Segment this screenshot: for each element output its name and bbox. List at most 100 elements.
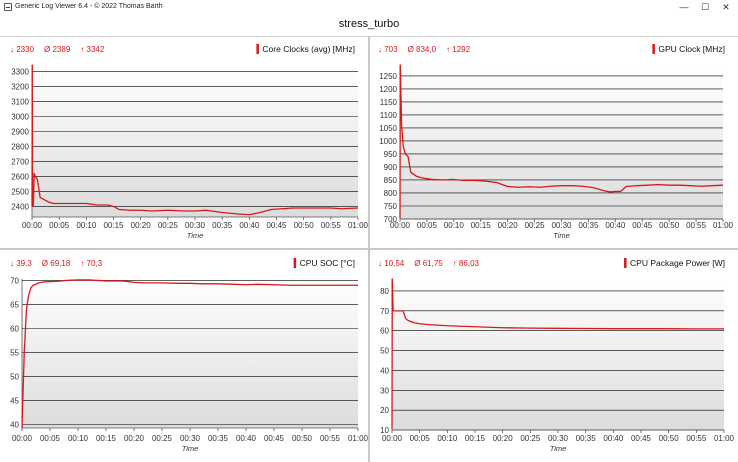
cpu-soc-y-tick-label: 45 xyxy=(10,397,19,406)
horizontal-divider xyxy=(0,248,738,250)
cpu-soc-x-tick-label: 01:00 xyxy=(348,434,369,443)
cpu-package-power-x-tick-label: 00:55 xyxy=(686,434,707,443)
gpu-clock-x-tick-label: 00:50 xyxy=(659,221,680,230)
gpu-clock-y-tick-label: 1150 xyxy=(380,98,398,107)
core-clocks-x-tick-label: 00:10 xyxy=(76,221,97,230)
core-clocks-x-tick-label: 00:45 xyxy=(266,221,287,230)
core-clocks-stat-max: ↑ 3342 xyxy=(80,45,105,54)
core-clocks-stats: ↓ 2330 Ø 2389 ↑ 3342 xyxy=(10,45,105,54)
cpu-package-power-x-tick-label: 00:05 xyxy=(410,434,431,443)
cpu-soc-stat-avg: Ø 69,18 xyxy=(42,259,71,268)
cpu-soc-plot-area xyxy=(22,279,358,428)
gpu-clock-x-tick-label: 00:05 xyxy=(417,221,438,230)
cpu-soc-x-tick-label: 00:00 xyxy=(12,434,33,443)
core-clocks-x-tick-label: 00:55 xyxy=(321,221,342,230)
gpu-clock-y-tick-label: 1000 xyxy=(379,137,397,146)
core-clocks-x-tick-label: 00:30 xyxy=(185,221,206,230)
page-title: stress_turbo xyxy=(338,18,400,30)
cpu-package-power-y-tick-label: 50 xyxy=(380,347,389,356)
cpu-soc-x-tick-label: 00:40 xyxy=(236,434,257,443)
cpu-soc-x-tick-label: 00:30 xyxy=(180,434,201,443)
gpu-clock-stats: ↓ 703 Ø 834,0 ↑ 1292 xyxy=(378,45,471,54)
gpu-clock-x-tick-label: 00:45 xyxy=(632,221,653,230)
cpu-package-power-y-tick-label: 10 xyxy=(380,426,389,435)
core-clocks-legend-label: Core Clocks (avg) [MHz] xyxy=(262,44,355,54)
gpu-clock-legend-label: GPU Clock [MHz] xyxy=(658,44,725,54)
core-clocks-y-tick-label: 2500 xyxy=(11,187,29,196)
cpu-soc-stat-min: ↓ 39,3 xyxy=(10,259,32,268)
core-clocks-y-tick-label: 2400 xyxy=(11,202,29,211)
cpu-soc-legend-swatch xyxy=(293,258,297,268)
gpu-clock-stat-avg: Ø 834,0 xyxy=(408,45,437,54)
cpu-package-power-x-tick-label: 00:35 xyxy=(576,434,597,443)
gpu-clock-y-tick-label: 1200 xyxy=(379,85,397,94)
gpu-clock-y-tick-label: 850 xyxy=(384,176,398,185)
core-clocks-x-tick-label: 00:05 xyxy=(49,221,70,230)
cpu-soc-y-tick-label: 40 xyxy=(10,421,19,430)
cpu-package-power-x-tick-label: 01:00 xyxy=(714,434,735,443)
cpu-package-power-x-tick-label: 00:40 xyxy=(603,434,624,443)
cpu-package-power-stats: ↓ 10,54 Ø 61,75 ↑ 86,03 xyxy=(378,259,480,268)
gpu-clock-x-tick-label: 00:40 xyxy=(605,221,626,230)
core-clocks-x-axis-label: Time xyxy=(187,231,204,240)
gpu-clock-x-tick-label: 00:20 xyxy=(498,221,519,230)
gpu-clock-legend-swatch xyxy=(652,44,655,54)
title-divider xyxy=(0,36,738,37)
core-clocks-y-tick-label: 3300 xyxy=(11,67,29,76)
cpu-soc-x-tick-label: 00:50 xyxy=(292,434,313,443)
cpu-soc-stats: ↓ 39,3 Ø 69,18 ↑ 70,3 xyxy=(10,259,103,268)
core-clocks-y-tick-label: 2800 xyxy=(11,142,29,151)
core-clocks-legend-swatch xyxy=(256,44,259,54)
cpu-package-power-x-tick-label: 00:10 xyxy=(437,434,458,443)
app-icon xyxy=(4,3,12,11)
core-clocks-x-tick-label: 00:50 xyxy=(294,221,315,230)
gpu-clock-y-tick-label: 1050 xyxy=(379,124,397,133)
cpu-soc-y-tick-label: 50 xyxy=(10,373,19,382)
gpu-clock-x-tick-label: 00:10 xyxy=(444,221,465,230)
gpu-clock-plot-area xyxy=(400,65,723,219)
gpu-clock-x-tick-label: 00:35 xyxy=(578,221,599,230)
cpu-package-power-x-tick-label: 00:30 xyxy=(548,434,569,443)
cpu-soc-legend-label: CPU SOC [°C] xyxy=(300,258,355,268)
gpu-clock-y-tick-label: 1100 xyxy=(380,111,398,120)
cpu-package-power-y-tick-label: 40 xyxy=(380,366,389,375)
cpu-package-power-stat-min: ↓ 10,54 xyxy=(378,259,405,268)
gpu-clock-series-line xyxy=(399,64,724,219)
core-clocks-x-tick-label: 00:15 xyxy=(103,221,124,230)
cpu-package-power-y-tick-label: 60 xyxy=(380,327,389,336)
gpu-clock-y-tick-label: 900 xyxy=(384,163,398,172)
cpu-soc-stat-max: ↑ 70,3 xyxy=(80,259,102,268)
core-clocks-y-tick-label: 3100 xyxy=(11,97,29,106)
core-clocks-stat-min: ↓ 2330 xyxy=(10,45,35,54)
core-clocks-x-tick-label: 00:25 xyxy=(158,221,179,230)
core-clocks-y-tick-label: 3000 xyxy=(11,112,29,121)
maximize-button[interactable]: ☐ xyxy=(700,2,710,12)
gpu-clock-y-tick-label: 950 xyxy=(384,150,398,159)
minimize-button[interactable]: — xyxy=(679,2,689,12)
cpu-package-power-series-line xyxy=(391,278,724,429)
app-title: Generic Log Viewer 6.4 - © 2022 Thomas B… xyxy=(15,3,163,10)
core-clocks-y-tick-label: 3200 xyxy=(11,82,29,91)
core-clocks-x-tick-label: 00:00 xyxy=(22,221,43,230)
gpu-clock-x-axis-label: Time xyxy=(553,231,570,240)
cpu-package-power-y-tick-label: 20 xyxy=(380,406,389,415)
cpu-soc-y-tick-label: 70 xyxy=(10,276,19,285)
core-clocks-y-tick-label: 2600 xyxy=(11,172,29,181)
gpu-clock-y-tick-label: 750 xyxy=(384,202,398,211)
core-clocks-x-tick-label: 00:20 xyxy=(131,221,152,230)
gpu-clock-x-tick-label: 00:00 xyxy=(390,221,411,230)
core-clocks-x-tick-label: 01:00 xyxy=(348,221,369,230)
cpu-package-power-y-tick-label: 30 xyxy=(380,386,389,395)
cpu-package-power-x-axis-label: Time xyxy=(550,444,567,453)
window-titlebar: Generic Log Viewer 6.4 - © 2022 Thomas B… xyxy=(0,0,738,14)
cpu-soc-x-tick-label: 00:05 xyxy=(40,434,61,443)
cpu-package-power-legend-swatch xyxy=(624,258,627,268)
cpu-package-power-stat-avg: Ø 61,75 xyxy=(414,259,443,268)
cpu-soc-x-tick-label: 00:45 xyxy=(264,434,285,443)
cpu-soc-y-tick-label: 60 xyxy=(10,325,19,334)
close-button[interactable]: ✕ xyxy=(722,2,730,12)
